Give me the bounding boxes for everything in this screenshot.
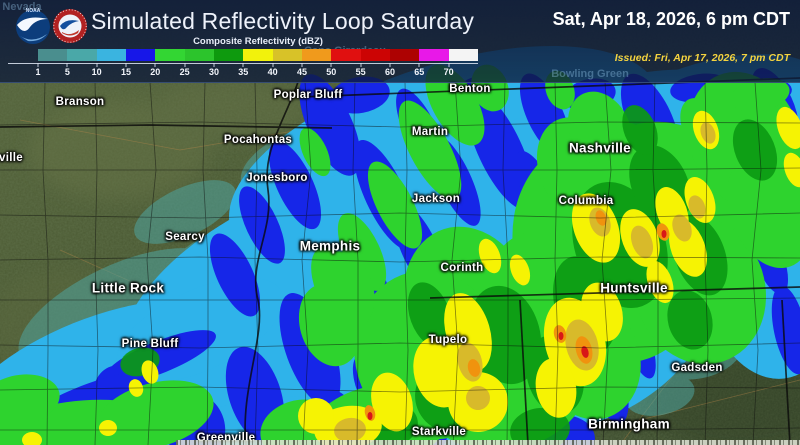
faint-map-label: Bowling Green	[551, 68, 629, 80]
attribution-strip	[176, 440, 800, 445]
colorbar-tick-label: 30	[208, 67, 219, 77]
colorbar-segment	[360, 49, 390, 61]
colorbar-tick-label: 50	[326, 67, 337, 77]
colorbar-tick-label: 15	[120, 67, 131, 77]
colorbar-segment	[243, 49, 273, 61]
colorbar-tick-label: 45	[296, 67, 307, 77]
colorbar-tick-label: 70	[443, 67, 454, 77]
colorbar-segment	[125, 49, 156, 61]
colorbar-tick	[389, 63, 391, 67]
colorbar-tick-label: 55	[355, 67, 366, 77]
svg-text:NOAA: NOAA	[26, 8, 41, 14]
colorbar-tick-label: 1	[35, 67, 41, 77]
colorbar-tick	[330, 63, 332, 67]
colorbar-tick	[418, 63, 420, 67]
colorbar-tick	[184, 63, 186, 67]
page-title: Simulated Reflectivity Loop Saturday	[91, 8, 475, 34]
colorbar-title: Composite Reflectivity (dBZ)	[193, 36, 323, 47]
colorbar-tick-label: 40	[267, 67, 278, 77]
colorbar-segment	[272, 49, 302, 61]
nws-logo-icon	[53, 9, 87, 43]
colorbar-tick	[37, 63, 39, 67]
colorbar-segment	[331, 49, 361, 61]
colorbar-segment	[301, 49, 332, 61]
mississippi-river	[244, 81, 299, 445]
frame-datetime: Sat, Apr 18, 2026, 6 pm CDT	[552, 9, 790, 29]
colorbar-segment	[448, 49, 478, 61]
colorbar-segment	[184, 49, 214, 61]
colorbar-segment	[419, 49, 449, 61]
colorbar-tick	[272, 63, 274, 67]
colorbar-tick-label: 60	[384, 67, 395, 77]
faint-map-label: Nevada	[2, 1, 42, 13]
colorbar-tick	[242, 63, 244, 67]
colorbar-segment	[213, 49, 244, 61]
colorbar-tick	[213, 63, 215, 67]
colorbar-segment	[67, 49, 97, 61]
colorbar-tick	[125, 63, 127, 67]
colorbar-segment	[389, 49, 420, 61]
county-borders	[0, 81, 800, 445]
colorbar-tick	[301, 63, 303, 67]
header-bar: NevadaCape GirardeauBowling Green NOAA S…	[0, 0, 800, 83]
colorbar-tick	[154, 63, 156, 67]
issued-timestamp: Issued: Fri, Apr 17, 2026, 7 pm CDT	[614, 52, 790, 64]
colorbar-tick	[360, 63, 362, 67]
colorbar-tick	[96, 63, 98, 67]
colorbar-tick	[66, 63, 68, 67]
colorbar-tick-label: 10	[91, 67, 102, 77]
colorbar-tick	[448, 63, 450, 67]
colorbar-tick-label: 25	[179, 67, 190, 77]
noaa-logo-icon: NOAA	[16, 8, 50, 44]
colorbar-tick-label: 5	[64, 67, 70, 77]
colorbar-segment	[38, 49, 68, 61]
reflectivity-colorbar	[38, 49, 478, 61]
colorbar-segment	[96, 49, 126, 61]
colorbar-tick-label: 20	[150, 67, 161, 77]
colorbar-segment	[155, 49, 185, 61]
colorbar-tick-label: 65	[414, 67, 425, 77]
colorbar-tick-label: 35	[238, 67, 249, 77]
